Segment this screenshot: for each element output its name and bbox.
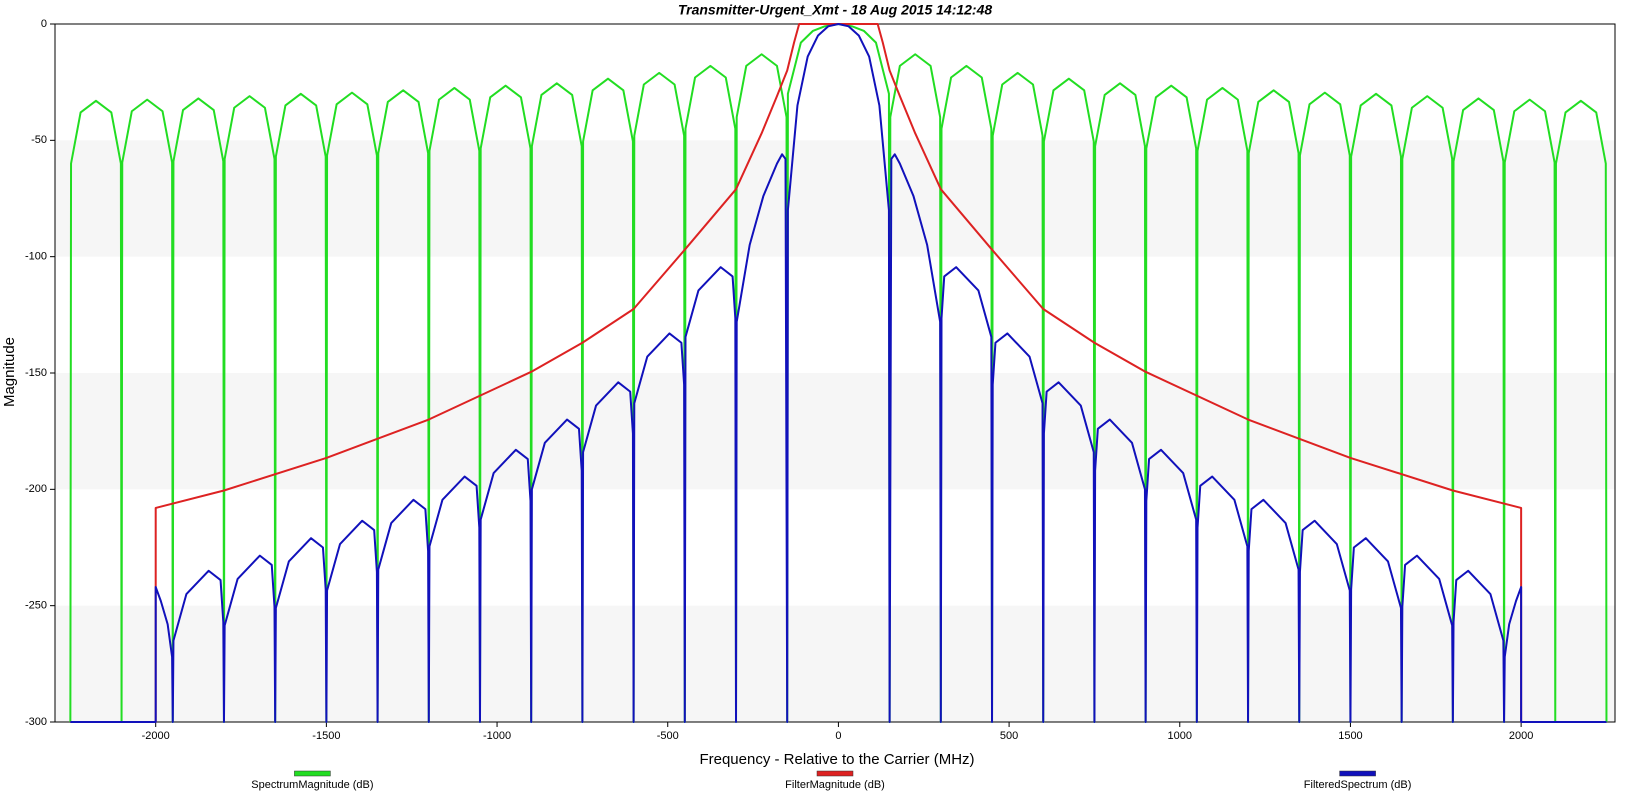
- y-tick-label: -100: [25, 251, 47, 263]
- x-axis-title: Frequency - Relative to the Carrier (MHz…: [699, 751, 974, 768]
- legend-swatch: [294, 770, 331, 777]
- y-tick-label: -150: [25, 367, 47, 379]
- legend-label: FilteredSpectrum (dB): [1304, 779, 1412, 791]
- x-tick-label: 1000: [1168, 730, 1192, 742]
- y-tick-label: -50: [31, 134, 47, 146]
- x-tick-label: -2000: [142, 730, 170, 742]
- x-tick-label: -500: [657, 730, 679, 742]
- legend-label: SpectrumMagnitude (dB): [251, 779, 373, 791]
- y-tick-label: -300: [25, 716, 47, 728]
- legend-swatch: [1339, 770, 1376, 777]
- grid-band: [55, 373, 1615, 490]
- x-tick-label: 0: [835, 730, 841, 742]
- grid: [55, 140, 1615, 722]
- y-axis-title: Magnitude: [1, 337, 18, 407]
- x-tick-label: 1500: [1338, 730, 1362, 742]
- y-tick-label: 0: [41, 18, 47, 30]
- y-tick-label: -250: [25, 600, 47, 612]
- x-tick-label: -1000: [483, 730, 511, 742]
- legend-swatch: [816, 770, 854, 777]
- x-tick-label: 500: [1000, 730, 1018, 742]
- grid-band: [55, 140, 1615, 257]
- legend-label: FilterMagnitude (dB): [785, 779, 885, 791]
- y-tick-label: -200: [25, 483, 47, 495]
- x-tick-label: -1500: [312, 730, 340, 742]
- x-tick-label: 2000: [1509, 730, 1533, 742]
- grid-band: [55, 605, 1615, 722]
- chart-title: Transmitter-Urgent_Xmt - 18 Aug 2015 14:…: [678, 2, 993, 18]
- series-line: [70, 23, 1607, 723]
